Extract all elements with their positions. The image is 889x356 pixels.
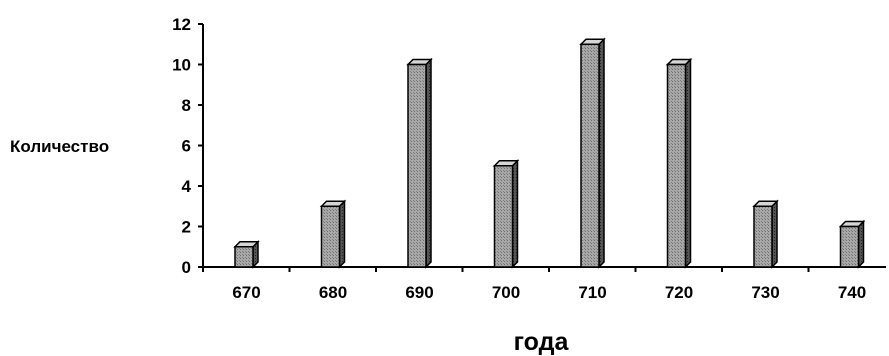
bars bbox=[233, 37, 866, 269]
bar-700 bbox=[492, 158, 520, 269]
bar-front bbox=[407, 63, 427, 268]
y-tick-label: 4 bbox=[182, 177, 192, 196]
x-axis bbox=[202, 266, 886, 272]
y-tick-label: 12 bbox=[172, 15, 191, 34]
x-tick-label: 730 bbox=[751, 283, 779, 302]
x-tick-label: 680 bbox=[319, 283, 347, 302]
x-tick-label: 670 bbox=[232, 283, 260, 302]
bar-740 bbox=[838, 219, 866, 269]
x-tick-label: 720 bbox=[665, 283, 693, 302]
y-axis bbox=[198, 23, 204, 268]
x-tick-label: 740 bbox=[838, 283, 866, 302]
x-tick-label: 710 bbox=[578, 283, 606, 302]
bar-front bbox=[320, 205, 341, 268]
bar-front bbox=[666, 63, 687, 268]
bar-670 bbox=[233, 239, 260, 269]
bar-730 bbox=[752, 199, 779, 269]
bar-front bbox=[753, 205, 773, 268]
bar-front bbox=[839, 225, 860, 268]
bar-720 bbox=[665, 57, 693, 269]
x-tick-labels: 670 680 690 700 710 720 730 740 bbox=[232, 283, 866, 302]
y-tick-label: 2 bbox=[182, 218, 191, 237]
bar-front bbox=[580, 43, 600, 268]
y-tick-label: 8 bbox=[182, 96, 191, 115]
x-tick-label: 690 bbox=[405, 283, 433, 302]
y-tick-label: 6 bbox=[182, 137, 191, 156]
y-axis-title: Количество bbox=[10, 137, 109, 156]
y-tick-label: 10 bbox=[172, 56, 191, 75]
x-tick-label: 700 bbox=[492, 283, 520, 302]
bar-710 bbox=[579, 37, 606, 269]
y-tick-labels: 0 2 4 6 8 10 12 bbox=[172, 15, 191, 277]
x-axis-title: года bbox=[514, 328, 570, 356]
bar-680 bbox=[319, 199, 347, 269]
y-tick-label: 0 bbox=[182, 258, 191, 277]
bar-front bbox=[234, 246, 254, 268]
bar-front bbox=[493, 165, 514, 268]
bar-690 bbox=[406, 57, 433, 269]
